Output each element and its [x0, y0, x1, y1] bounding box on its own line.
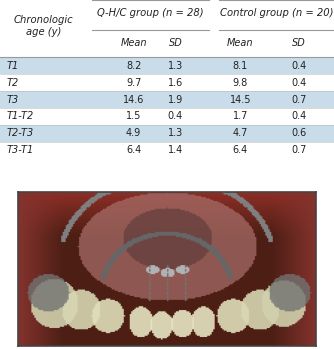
Text: SD: SD: [292, 38, 306, 49]
Text: 1.3: 1.3: [168, 61, 183, 70]
Text: 0.7: 0.7: [291, 95, 307, 104]
Text: 1.6: 1.6: [168, 77, 183, 88]
Text: 1.3: 1.3: [168, 128, 183, 139]
Text: T3: T3: [7, 95, 19, 104]
Text: 8.2: 8.2: [126, 61, 141, 70]
Text: Mean: Mean: [227, 38, 254, 49]
Text: Control group (n = 20): Control group (n = 20): [220, 8, 333, 17]
Text: 6.4: 6.4: [126, 145, 141, 155]
Text: Mean: Mean: [120, 38, 147, 49]
Text: 4.9: 4.9: [126, 128, 141, 139]
Text: 1.7: 1.7: [233, 111, 248, 121]
Bar: [0, 91, 334, 108]
Text: T2-T3: T2-T3: [7, 128, 34, 139]
Text: 9.7: 9.7: [126, 77, 141, 88]
Text: 6.4: 6.4: [233, 145, 248, 155]
Text: T1-T2: T1-T2: [7, 111, 34, 121]
Text: 8.1: 8.1: [233, 61, 248, 70]
Text: T3-T1: T3-T1: [7, 145, 34, 155]
Text: Q-H/C group (n = 28): Q-H/C group (n = 28): [97, 8, 204, 17]
Text: 1.9: 1.9: [168, 95, 183, 104]
Text: 0.4: 0.4: [168, 111, 183, 121]
Text: 0.7: 0.7: [291, 145, 307, 155]
Text: 0.4: 0.4: [291, 61, 307, 70]
Text: 1.5: 1.5: [126, 111, 141, 121]
Text: Chronologic
age (y): Chronologic age (y): [14, 15, 73, 37]
Text: T1: T1: [7, 61, 19, 70]
Text: SD: SD: [168, 38, 182, 49]
Text: 1.4: 1.4: [168, 145, 183, 155]
Text: 14.6: 14.6: [123, 95, 144, 104]
Text: 0.6: 0.6: [291, 128, 307, 139]
Bar: [0, 125, 334, 142]
Text: 14.5: 14.5: [230, 95, 251, 104]
Text: 0.4: 0.4: [291, 77, 307, 88]
Text: 4.7: 4.7: [233, 128, 248, 139]
Bar: [0, 57, 334, 74]
Text: 0.4: 0.4: [291, 111, 307, 121]
Text: T2: T2: [7, 77, 19, 88]
Text: 9.8: 9.8: [233, 77, 248, 88]
